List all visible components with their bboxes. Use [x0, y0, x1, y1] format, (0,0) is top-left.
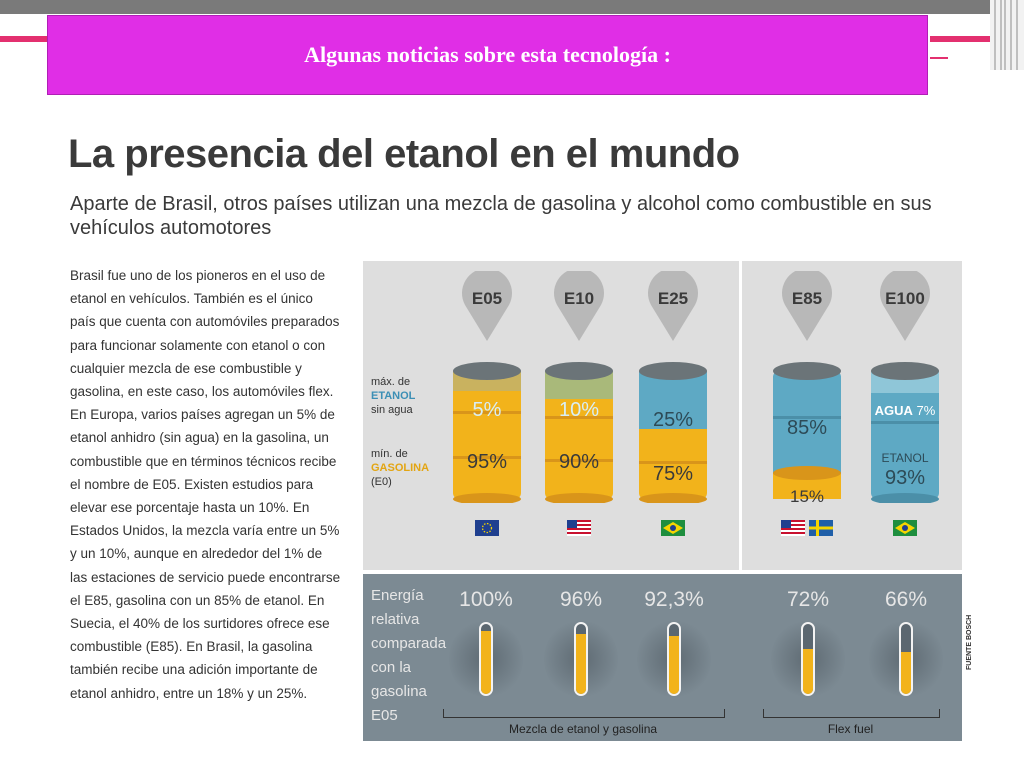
pct-e25-top: 25% [652, 409, 694, 431]
pct-e10-top: 10% [558, 399, 600, 421]
energy-gauge-e10 [574, 622, 588, 696]
barrel-e25: 25% 75% [635, 361, 711, 505]
eu-flag-icon [475, 520, 499, 536]
pct-e25-bottom: 75% [652, 463, 694, 485]
accent-line-right [930, 36, 995, 42]
barrel-e85: 85% 15% [769, 361, 845, 506]
group-label-flex: Flex fuel [827, 722, 874, 736]
energy-gauge-e25 [667, 622, 681, 696]
energy-value-e05: 100% [459, 588, 513, 611]
pct-e100-top: AGUA 7% [874, 403, 936, 418]
pct-e85-top: 85% [786, 417, 828, 439]
accent-dash [930, 57, 948, 59]
brazil-flag-icon [893, 520, 917, 536]
energy-label: Energía relativa comparada con la gasoli… [371, 587, 447, 724]
usa-flag-icon [567, 520, 591, 536]
slide-title: Algunas noticias sobre esta tecnología : [304, 42, 671, 67]
group-label-mezcla: Mezcla de etanol y gasolina [508, 722, 658, 736]
fuel-panel: máx. de ETANOL sin agua mín. de GASOLINA… [363, 261, 962, 570]
barrel-e100: AGUA 7% ETANOL 93% [867, 361, 943, 505]
pct-e05-bottom: 95% [466, 451, 508, 473]
panel-divider [739, 261, 742, 570]
energy-gauge-e85 [801, 622, 815, 696]
energy-gauge-e100 [899, 622, 913, 696]
source-credit: FUENTE BOSCH [966, 614, 973, 670]
energy-gauge-e05 [479, 622, 493, 696]
slide-title-box: Algunas noticias sobre esta tecnología : [47, 15, 928, 95]
top-bar [0, 0, 990, 14]
usa-flag-icon [781, 520, 805, 536]
infographic-subheading: Aparte de Brasil, otros países utilizan … [70, 193, 932, 239]
pct-e85-bottom: 15% [789, 487, 825, 506]
barrel-e10: 10% 90% [541, 361, 617, 505]
fuel-tag-e10: E10 [551, 268, 607, 343]
label-e100-bottom: ETANOL [881, 451, 929, 465]
group-bracket-flex [763, 709, 940, 718]
energy-panel: Energía relativa comparada con la gasoli… [363, 574, 962, 741]
energy-value-e85: 72% [786, 588, 830, 611]
ethanol-infographic: La presencia del etanol en el mundo Apar… [64, 128, 974, 753]
legend-min-gasoline: mín. de GASOLINA (E0) [371, 448, 430, 488]
energy-value-e25: 92,3% [644, 588, 704, 611]
sweden-flag-icon [809, 520, 833, 536]
pct-e05-top: 5% [472, 399, 502, 421]
fuel-tag-e25: E25 [645, 268, 701, 343]
infographic-heading: La presencia del etanol en el mundo [68, 132, 740, 176]
brazil-flag-icon [661, 520, 685, 536]
fuel-tag-e100: E100 [877, 268, 933, 343]
fuel-tag-e85: E85 [779, 268, 835, 343]
pct-e100-bottom: 93% [884, 467, 926, 489]
energy-value-e10: 96% [559, 588, 603, 611]
decorative-stripes [990, 0, 1024, 70]
infographic-body-text: Brasil fue uno de los pioneros en el uso… [70, 268, 341, 701]
fuel-tag-e05: E05 [459, 268, 515, 343]
barrel-e05: 5% 95% [449, 361, 525, 505]
group-bracket-mezcla [443, 709, 725, 718]
pct-e10-bottom: 90% [558, 451, 600, 473]
energy-value-e100: 66% [884, 588, 928, 611]
legend-max-ethanol: máx. de ETANOL sin agua [371, 376, 416, 416]
accent-line-left [0, 36, 48, 42]
